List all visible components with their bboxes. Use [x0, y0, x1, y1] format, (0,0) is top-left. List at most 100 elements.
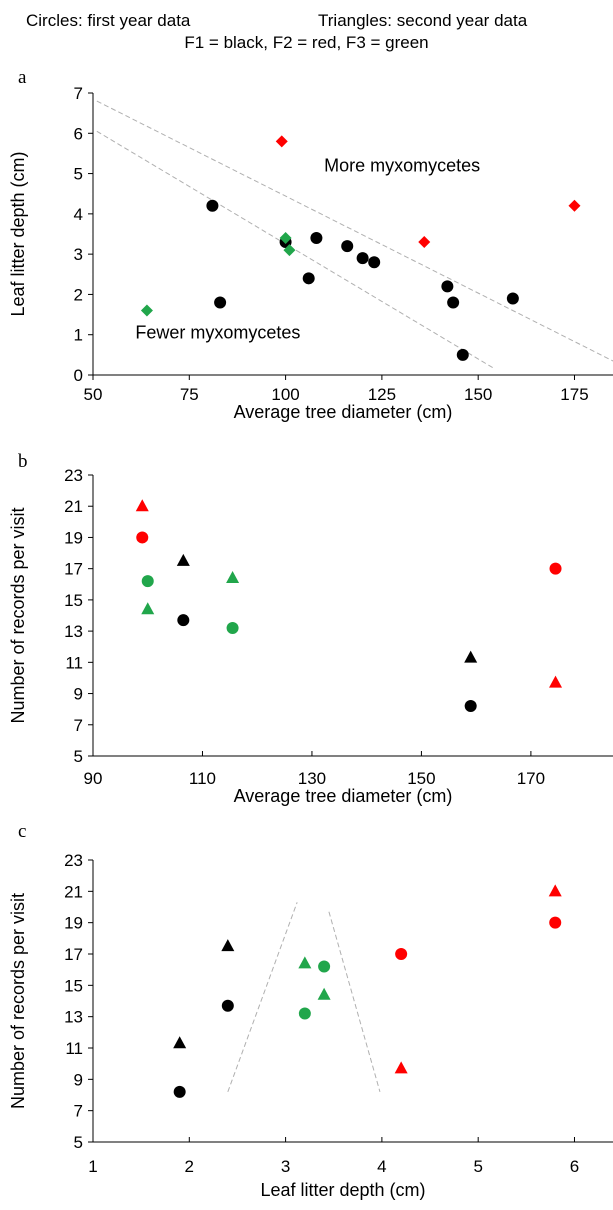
data-point-circle — [206, 199, 219, 212]
y-tick-label: 21 — [64, 882, 83, 901]
guide-line — [96, 130, 494, 369]
y-tick-label: 1 — [74, 326, 83, 345]
y-tick-label: 13 — [64, 1008, 83, 1027]
y-tick-label: 17 — [64, 560, 83, 579]
data-point-circle — [395, 948, 408, 960]
y-axis-label: Leaf litter depth (cm) — [8, 151, 28, 316]
data-point-diamond — [568, 199, 581, 212]
x-tick-label: 1 — [88, 1157, 97, 1176]
y-tick-label: 17 — [64, 945, 83, 964]
x-tick-label: 6 — [570, 1157, 579, 1176]
x-tick-label: 90 — [84, 769, 103, 788]
x-tick-label: 3 — [281, 1157, 290, 1176]
data-point-diamond — [283, 244, 296, 257]
data-point-circle — [177, 614, 190, 627]
data-point-circle — [456, 348, 469, 361]
data-point-triangle — [317, 987, 331, 1000]
y-tick-label: 7 — [74, 716, 83, 735]
data-point-triangle — [298, 956, 312, 969]
data-point-triangle — [548, 884, 562, 897]
x-tick-label: 125 — [368, 385, 396, 404]
panel-label: a — [18, 67, 27, 88]
x-axis-label: Leaf litter depth (cm) — [260, 1180, 425, 1200]
data-point-circle — [549, 562, 562, 575]
guide-line — [328, 911, 381, 1093]
data-point-triangle — [221, 939, 235, 952]
data-point-circle — [298, 1007, 311, 1020]
x-tick-label: 130 — [298, 769, 326, 788]
data-point-circle — [302, 272, 315, 285]
y-tick-label: 5 — [74, 165, 83, 184]
data-point-circle — [506, 292, 519, 305]
y-tick-label: 2 — [74, 285, 83, 304]
data-point-circle — [368, 256, 381, 269]
y-tick-label: 19 — [64, 528, 83, 547]
y-tick-label: 7 — [74, 1102, 83, 1121]
data-point-triangle — [173, 1036, 187, 1049]
y-axis-label: Number of records per visit — [8, 893, 28, 1109]
data-point-circle — [226, 621, 239, 634]
data-point-circle — [173, 1085, 186, 1098]
data-point-triangle — [135, 499, 149, 512]
x-tick-label: 2 — [185, 1157, 194, 1176]
x-tick-label: 50 — [84, 385, 103, 404]
x-tick-label: 175 — [560, 385, 588, 404]
legend-color-key: F1 = black, F2 = red, F3 = green — [184, 33, 429, 52]
data-point-diamond — [140, 304, 153, 317]
x-axis-label: Average tree diameter (cm) — [234, 402, 453, 422]
y-tick-label: 4 — [74, 205, 83, 224]
legend-circles-note: Circles: first year data — [26, 11, 191, 30]
data-point-diamond — [275, 135, 288, 148]
y-tick-label: 21 — [64, 497, 83, 516]
x-tick-label: 5 — [473, 1157, 482, 1176]
y-tick-label: 9 — [74, 685, 83, 704]
y-tick-label: 23 — [64, 851, 83, 870]
data-point-triangle — [141, 602, 155, 615]
figure-header: Circles: first year data Triangles: seco… — [0, 0, 613, 70]
y-tick-label: 15 — [64, 976, 83, 995]
panel-label: b — [18, 451, 28, 472]
data-point-diamond — [418, 236, 431, 249]
legend-triangles-note: Triangles: second year data — [318, 11, 528, 30]
guide-line — [227, 902, 298, 1093]
data-point-circle — [447, 296, 460, 309]
data-point-circle — [464, 700, 477, 713]
data-point-circle — [341, 240, 354, 253]
data-point-diamond — [279, 232, 292, 245]
data-point-triangle — [176, 553, 190, 566]
data-point-circle — [356, 252, 369, 265]
data-point-circle — [318, 960, 331, 973]
data-point-circle — [214, 296, 227, 309]
annotation-text: Fewer myxomycetes — [135, 323, 300, 343]
data-point-circle — [136, 531, 149, 544]
y-tick-label: 19 — [64, 914, 83, 933]
chart-panel-b: b 5 7 9 11 13 15 17 19 21 23 90 110 130 150 170 Average … — [8, 451, 613, 806]
annotation-text: More myxomycetes — [324, 156, 480, 176]
x-tick-label: 150 — [464, 385, 492, 404]
guide-line — [96, 100, 613, 362]
y-tick-label: 23 — [64, 466, 83, 485]
y-tick-label: 3 — [74, 245, 83, 264]
x-tick-label: 75 — [180, 385, 199, 404]
chart-panel-a: a 0 1 2 3 4 5 6 7 50 75 100 125 150 175 Average tree di… — [8, 67, 613, 422]
y-tick-label: 11 — [65, 653, 83, 672]
x-tick-label: 170 — [517, 769, 545, 788]
y-tick-label: 5 — [74, 1133, 83, 1152]
x-tick-label: 150 — [407, 769, 435, 788]
data-point-circle — [441, 280, 454, 293]
y-tick-label: 5 — [74, 747, 83, 766]
data-point-circle — [549, 916, 562, 929]
y-tick-label: 15 — [64, 591, 83, 610]
y-tick-label: 13 — [64, 622, 83, 641]
x-tick-label: 4 — [377, 1157, 386, 1176]
data-point-circle — [221, 999, 234, 1012]
panel-label: c — [18, 821, 26, 842]
data-point-triangle — [394, 1061, 408, 1074]
data-point-circle — [310, 232, 323, 245]
y-tick-label: 7 — [74, 84, 83, 103]
data-point-triangle — [226, 571, 240, 584]
data-point-circle — [141, 575, 154, 588]
x-tick-label: 110 — [189, 769, 216, 788]
y-tick-label: 6 — [74, 124, 83, 143]
